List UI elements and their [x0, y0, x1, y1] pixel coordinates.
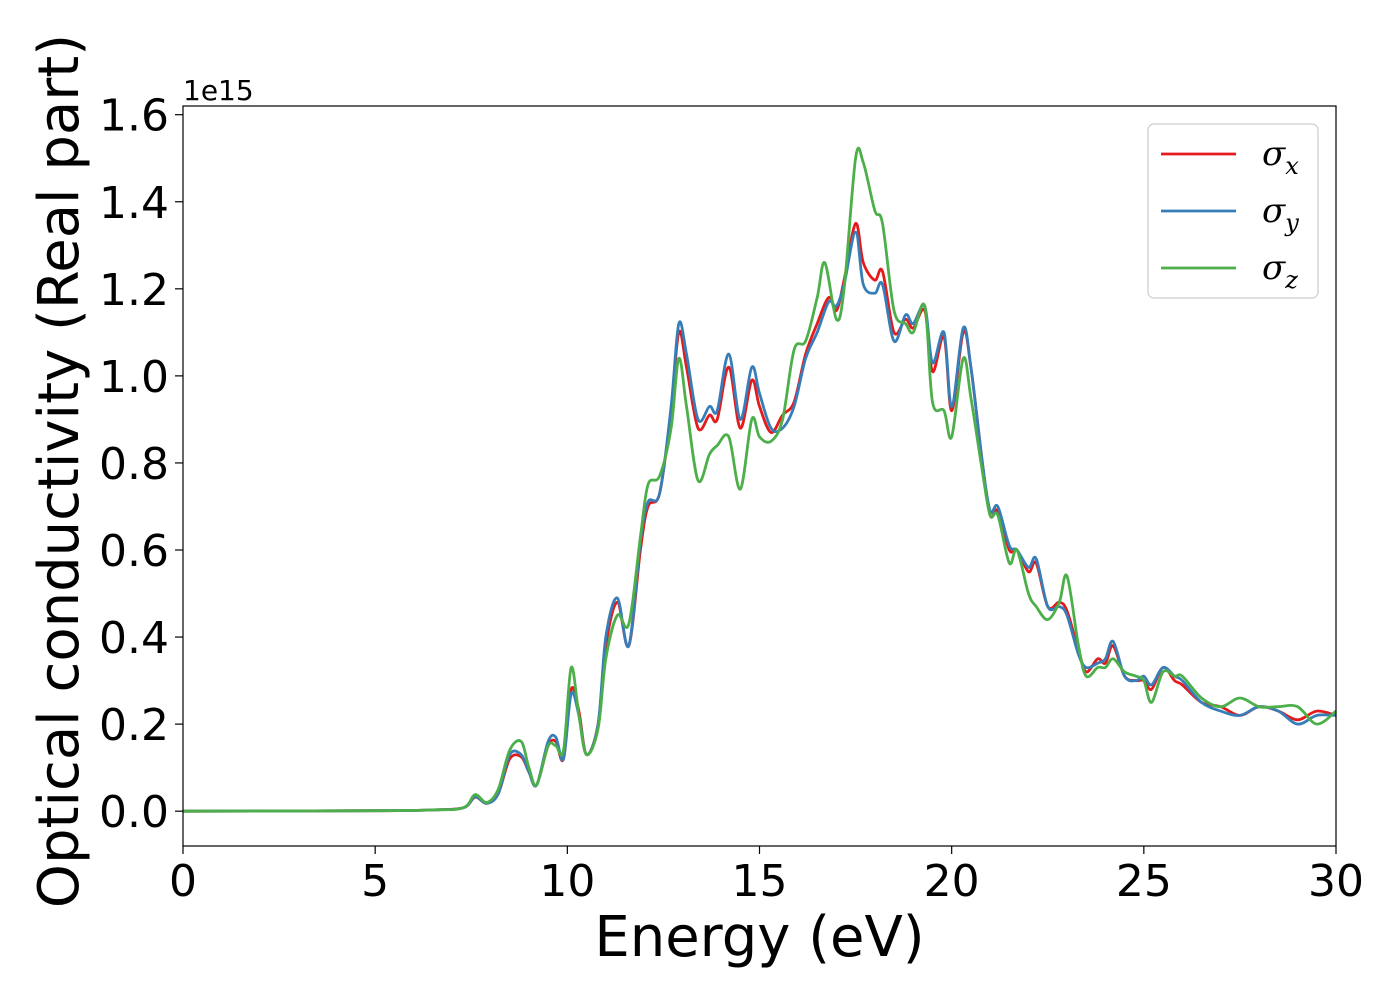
- y-tick-label: 1.6: [99, 91, 169, 142]
- y-axis-label: Optical conductivity (Real part): [27, 34, 92, 908]
- y-tick-label: 0.6: [99, 526, 169, 577]
- series-layer: [182, 146, 1337, 813]
- x-tick-label: 15: [732, 856, 788, 907]
- y-tick-label: 0.0: [99, 787, 169, 838]
- series-line-z: [182, 146, 1337, 813]
- x-tick-label: 10: [539, 856, 595, 907]
- y-axis-offset-text: 1e15: [183, 74, 254, 107]
- x-tick-label: 5: [361, 856, 389, 907]
- legend-label-y: σy: [1262, 191, 1299, 237]
- x-tick-label: 25: [1116, 856, 1172, 907]
- y-tick-label: 0.4: [99, 613, 169, 664]
- series-line-y: [182, 230, 1337, 813]
- x-tick-label: 0: [169, 856, 197, 907]
- x-tick-label: 20: [924, 856, 980, 907]
- y-tick-label: 0.8: [99, 439, 169, 490]
- y-tick-label: 0.2: [99, 700, 169, 751]
- axis-ticks: 0 5 10 15 20 25 30 0.0 0.2 0.4 0.6 0.8 1.0 1.2 1.4 1.6: [99, 91, 1364, 907]
- y-tick-label: 1.2: [99, 265, 169, 316]
- x-axis-label: Energy (eV): [594, 905, 924, 970]
- x-tick-label: 30: [1308, 856, 1364, 907]
- y-tick-label: 1.4: [99, 178, 169, 229]
- series-line-x: [182, 222, 1337, 813]
- y-tick-label: 1.0: [99, 352, 169, 403]
